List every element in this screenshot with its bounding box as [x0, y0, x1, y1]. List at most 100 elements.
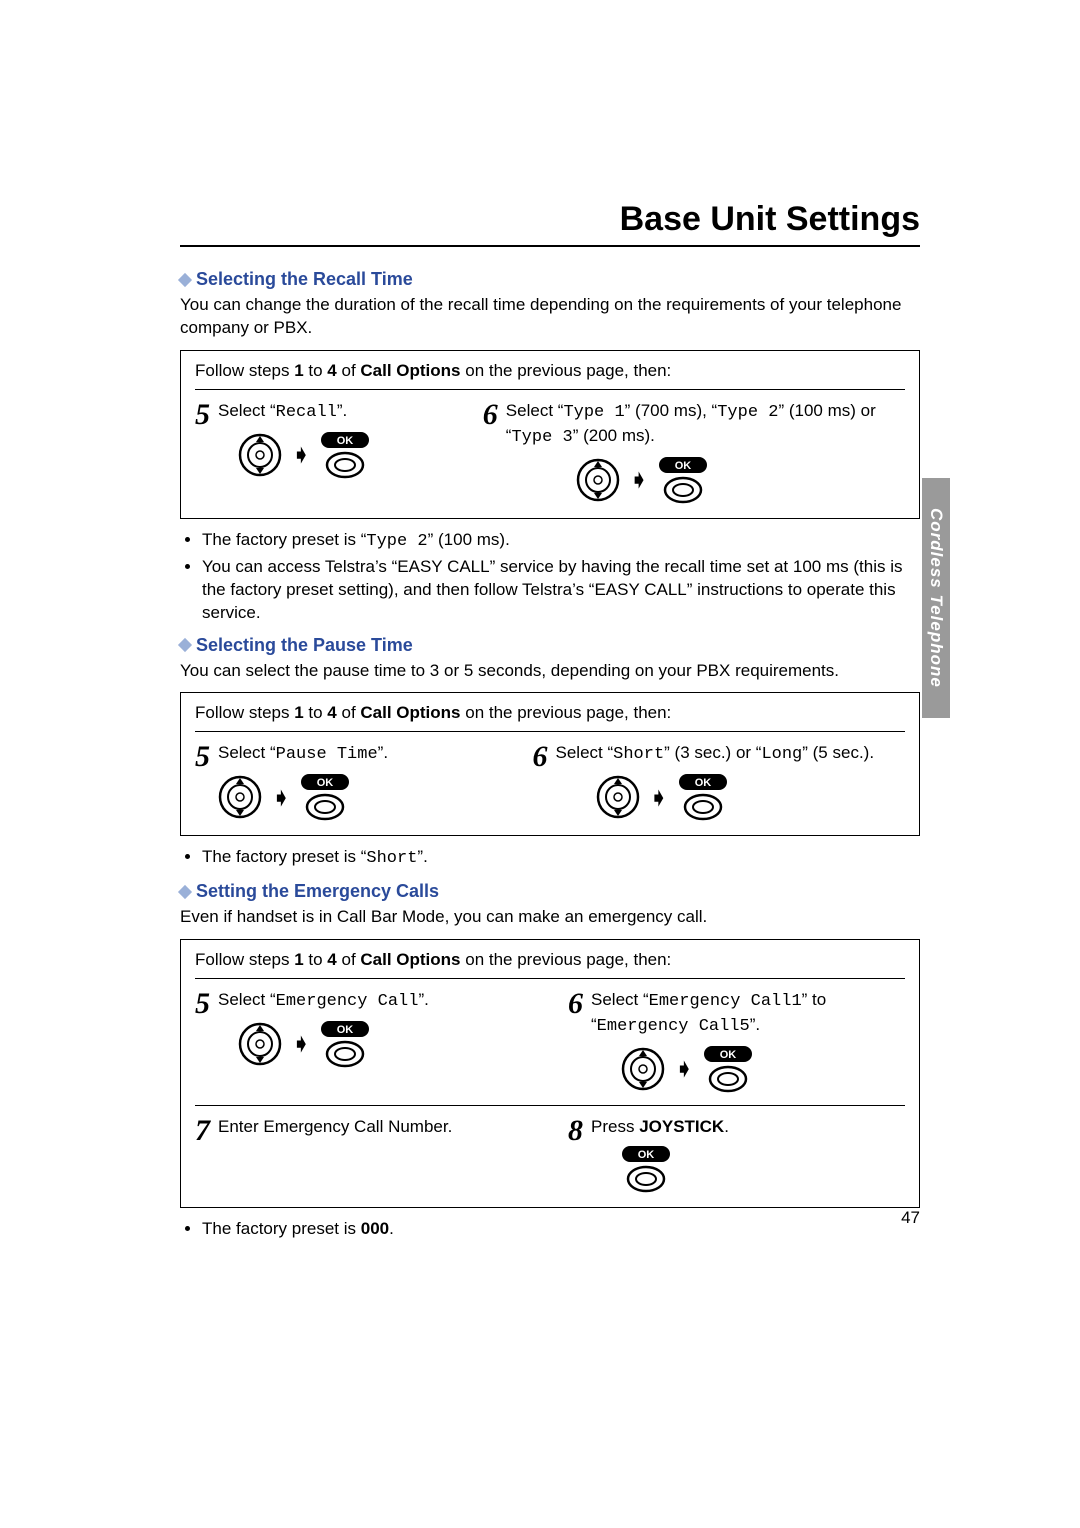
txt: Select “ — [591, 990, 649, 1009]
step-number: 6 — [568, 989, 583, 1093]
page-title: Base Unit Settings — [180, 200, 920, 247]
step-number: 6 — [533, 742, 548, 821]
emergency-step-7: 7 Enter Emergency Call Number. — [195, 1116, 550, 1193]
step-body: Select “Recall”. ➧ OK — [218, 400, 465, 504]
txt: Select “ — [556, 743, 614, 762]
recall-step-5: 5 Select “Recall”. ➧ OK — [195, 400, 465, 504]
txt: Pause Time — [276, 745, 378, 764]
icon-row: ➧ OK — [576, 456, 905, 504]
ok-icon: OK — [621, 1145, 671, 1193]
joystick-icon — [238, 1022, 282, 1066]
svg-text:OK: OK — [720, 1049, 737, 1061]
step-body: Select “Emergency Call1” to “Emergency C… — [591, 989, 905, 1093]
txt: ” (700 ms), “ — [625, 401, 718, 420]
txt: Recall — [276, 403, 337, 422]
step-body: Select “Short” (3 sec.) or “Long” (5 sec… — [556, 742, 906, 821]
txt: . — [389, 1219, 394, 1238]
heading-emergency: Setting the Emergency Calls — [180, 881, 920, 902]
svg-text:OK: OK — [317, 777, 334, 789]
page-number: 47 — [901, 1208, 920, 1228]
txt: Emergency Call1 — [649, 992, 802, 1011]
arrow-icon: ➧ — [292, 1029, 310, 1059]
txt: 4 — [327, 361, 336, 380]
txt: Call Options — [360, 361, 460, 380]
txt: on the previous page, then: — [461, 361, 672, 380]
list-item: The factory preset is 000. — [202, 1218, 920, 1241]
arrow-icon: ➧ — [292, 440, 310, 470]
recall-steps-row: 5 Select “Recall”. ➧ OK 6 Select “Typ — [195, 400, 905, 504]
step-number: 6 — [483, 400, 498, 504]
txt: The factory preset is “ — [202, 530, 366, 549]
step-body: Press JOYSTICK. OK — [591, 1116, 905, 1193]
pause-intro: You can select the pause time to 3 or 5 … — [180, 660, 920, 683]
txt: The factory preset is — [202, 1219, 361, 1238]
heading-recall-text: Selecting the Recall Time — [196, 269, 413, 290]
recall-intro: You can change the duration of the recal… — [180, 294, 920, 340]
txt: Emergency Call — [276, 992, 419, 1011]
emergency-intro: Even if handset is in Call Bar Mode, you… — [180, 906, 920, 929]
txt: ” (200 ms). — [573, 426, 655, 445]
txt: Call Options — [360, 703, 460, 722]
step-number: 5 — [195, 400, 210, 504]
arrow-icon: ➧ — [272, 783, 290, 813]
txt: ”. — [378, 743, 388, 762]
txt: ” (100 ms). — [428, 530, 510, 549]
txt: Type 1 — [563, 403, 624, 422]
side-tab-text: Cordless Telephone — [926, 508, 946, 688]
pause-box: Follow steps 1 to 4 of Call Options on t… — [180, 692, 920, 836]
arrow-icon: ➧ — [630, 465, 648, 495]
txt: Type 2 — [717, 403, 778, 422]
txt: ” (5 sec.). — [802, 743, 874, 762]
ok-icon: OK — [678, 773, 728, 821]
txt: 1 — [294, 703, 303, 722]
heading-pause-text: Selecting the Pause Time — [196, 635, 413, 656]
pause-box-top: Follow steps 1 to 4 of Call Options on t… — [195, 703, 905, 732]
svg-text:OK: OK — [638, 1149, 655, 1161]
joystick-icon — [576, 458, 620, 502]
txt: of — [337, 950, 361, 969]
arrow-icon: ➧ — [650, 783, 668, 813]
diamond-icon — [178, 272, 192, 286]
emergency-box-top: Follow steps 1 to 4 of Call Options on t… — [195, 950, 905, 979]
emergency-step-6: 6 Select “Emergency Call1” to “Emergency… — [568, 989, 905, 1093]
icon-row: ➧ OK — [238, 1020, 550, 1068]
pause-steps-row: 5 Select “Pause Time”. ➧ OK 6 Select — [195, 742, 905, 821]
ok-icon: OK — [320, 431, 370, 479]
txt: Short — [613, 745, 664, 764]
txt: on the previous page, then: — [461, 950, 672, 969]
step-number: 8 — [568, 1116, 583, 1193]
ok-icon: OK — [320, 1020, 370, 1068]
txt: Select “ — [506, 401, 564, 420]
txt: 4 — [327, 950, 336, 969]
icon-row: ➧ OK — [238, 431, 465, 479]
txt: to — [304, 703, 328, 722]
emergency-bullets: The factory preset is 000. — [180, 1218, 920, 1241]
txt: ”. — [417, 847, 427, 866]
txt: ”. — [418, 990, 428, 1009]
txt: on the previous page, then: — [461, 703, 672, 722]
icon-row: ➧ OK — [218, 773, 515, 821]
txt: Select “ — [218, 990, 276, 1009]
emergency-step-8: 8 Press JOYSTICK. OK — [568, 1116, 905, 1193]
txt: Short — [366, 849, 417, 868]
txt: Follow steps — [195, 703, 294, 722]
icon-row: ➧ OK — [596, 773, 906, 821]
step-body: Enter Emergency Call Number. — [218, 1116, 550, 1193]
heading-recall: Selecting the Recall Time — [180, 269, 920, 290]
joystick-icon — [218, 775, 262, 819]
pause-step-5: 5 Select “Pause Time”. ➧ OK — [195, 742, 515, 821]
step-body: Select “Type 1” (700 ms), “Type 2” (100 … — [506, 400, 905, 504]
txt: The factory preset is “ — [202, 847, 366, 866]
txt: Emergency Call5 — [597, 1017, 750, 1036]
heading-emergency-text: Setting the Emergency Calls — [196, 881, 439, 902]
svg-text:OK: OK — [675, 460, 692, 472]
icon-row: ➧ OK — [621, 1045, 905, 1093]
txt: Type 2 — [366, 532, 427, 551]
txt: Long — [761, 745, 802, 764]
txt: ” (3 sec.) or “ — [664, 743, 761, 762]
step-body: Select “Emergency Call”. ➧ OK — [218, 989, 550, 1093]
svg-text:OK: OK — [695, 777, 712, 789]
txt: Press — [591, 1117, 639, 1136]
emergency-step-5: 5 Select “Emergency Call”. ➧ OK — [195, 989, 550, 1093]
txt: 000 — [361, 1219, 389, 1238]
